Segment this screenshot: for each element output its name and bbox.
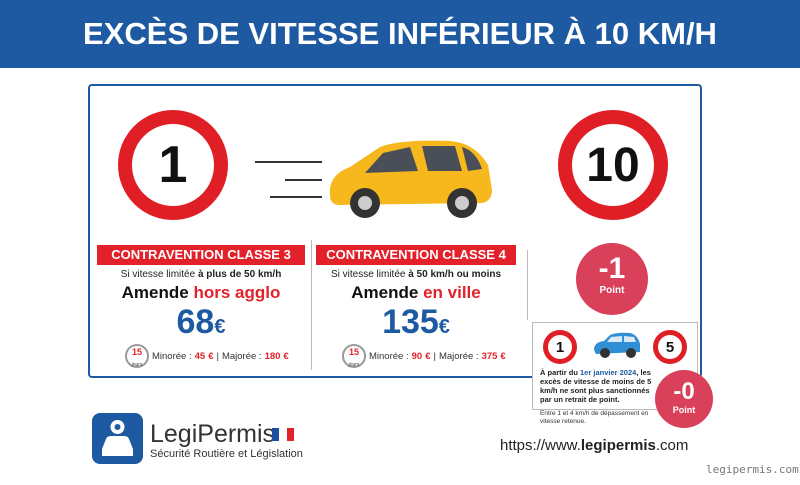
- title: EXCÈS DE VITESSE INFÉRIEUR À 10 KM/H: [0, 0, 800, 68]
- clock-icon: 15 jours: [125, 344, 149, 368]
- watermark: legipermis.com: [706, 463, 799, 476]
- days-label: jours: [348, 362, 360, 368]
- car-illustration: [255, 140, 492, 218]
- fine-where: en ville: [423, 283, 481, 302]
- points-value: -0: [673, 378, 695, 405]
- amount-value: 135: [382, 303, 439, 341]
- sign-value: 1: [158, 136, 188, 194]
- badge: CONTRAVENTION CLASSE 4: [316, 245, 516, 265]
- panel: CONTRAVENTION CLASSE 4 Si vitesse limité…: [316, 245, 516, 368]
- days: 15: [348, 347, 359, 357]
- sign-value: 5: [665, 338, 675, 356]
- condition: Si vitesse limitée à 50 km/h ou moins: [316, 269, 516, 280]
- points-label: Point: [672, 405, 696, 415]
- majoree-label: Majorée :: [221, 350, 262, 362]
- note-text: À partir du 1er janvier 2024, les excès …: [540, 368, 660, 404]
- clock-icon: 15 jours: [342, 344, 366, 368]
- brand: LegiPermis: [150, 420, 276, 448]
- reductions: 15 jours Minorée :45 € | Majorée :180 €: [125, 344, 305, 368]
- fine-where: hors agglo: [193, 283, 281, 302]
- speed-sign: 10: [558, 110, 668, 220]
- divider: [311, 240, 312, 370]
- days-label: jours: [131, 362, 143, 368]
- amount: 135€: [316, 303, 516, 342]
- currency: €: [214, 316, 226, 338]
- amount: 68€: [97, 303, 305, 342]
- url-bold: legipermis: [580, 437, 656, 454]
- fine: Amende en ville: [316, 283, 516, 303]
- currency: €: [425, 350, 431, 362]
- small-car: [594, 332, 640, 358]
- url-end: .com: [655, 437, 689, 454]
- separator: |: [433, 350, 436, 362]
- currency: €: [438, 316, 450, 338]
- fine: Amende hors agglo: [97, 283, 305, 303]
- minoree: 90: [411, 350, 423, 362]
- note-end: , les excès de vitesse de moins de 5 km/…: [540, 368, 652, 404]
- currency: €: [500, 350, 506, 362]
- condition-bold: à plus de 50 km/h: [197, 269, 282, 280]
- fine-label: Amende: [121, 283, 189, 302]
- condition-text: Si vitesse limitée: [330, 269, 406, 280]
- points-badge: -0 Point: [655, 370, 713, 428]
- note-start: À partir du: [540, 368, 578, 377]
- minoree: 45: [194, 350, 206, 362]
- minoree-label: Minorée :: [152, 350, 192, 362]
- currency: €: [283, 350, 289, 362]
- points-value: -1: [598, 252, 626, 285]
- majoree-label: Majorée :: [438, 350, 479, 362]
- speed-sign: 5: [653, 330, 687, 364]
- badge: CONTRAVENTION CLASSE 3: [97, 245, 305, 265]
- speed-sign: 1: [543, 330, 577, 364]
- days: 15: [131, 347, 142, 357]
- url-start: https://www.: [500, 437, 581, 454]
- sign-value: 10: [586, 138, 640, 192]
- points-badge: -1 Point: [576, 243, 648, 315]
- sign-value: 1: [555, 338, 565, 356]
- separator: |: [216, 350, 219, 362]
- majoree: 180: [264, 350, 281, 362]
- url: https://www.legipermis.com: [500, 437, 688, 454]
- panel: CONTRAVENTION CLASSE 3 Si vitesse limité…: [97, 245, 305, 368]
- flag: [272, 428, 294, 441]
- tagline: Sécurité Routière et Législation: [150, 448, 303, 460]
- fine-label: Amende: [351, 283, 419, 302]
- condition-bold: à 50 km/h ou moins: [408, 269, 502, 280]
- currency: €: [208, 350, 214, 362]
- divider: [527, 250, 528, 320]
- speed-sign: 1: [118, 110, 228, 220]
- reductions: 15 jours Minorée :90 € | Majorée :375 €: [342, 344, 516, 368]
- footnote: Entre 1 et 4 km/h de dépassement en vite…: [540, 410, 649, 425]
- condition: Si vitesse limitée à plus de 50 km/h: [97, 269, 305, 280]
- note-date: 1er janvier 2024: [580, 368, 637, 377]
- points-label: Point: [599, 285, 625, 296]
- frame: [88, 84, 702, 378]
- minoree-label: Minorée :: [369, 350, 409, 362]
- condition-text: Si vitesse limitée: [120, 269, 196, 280]
- majoree: 375: [481, 350, 498, 362]
- amount-value: 68: [176, 303, 215, 341]
- logo-icon: [92, 413, 143, 464]
